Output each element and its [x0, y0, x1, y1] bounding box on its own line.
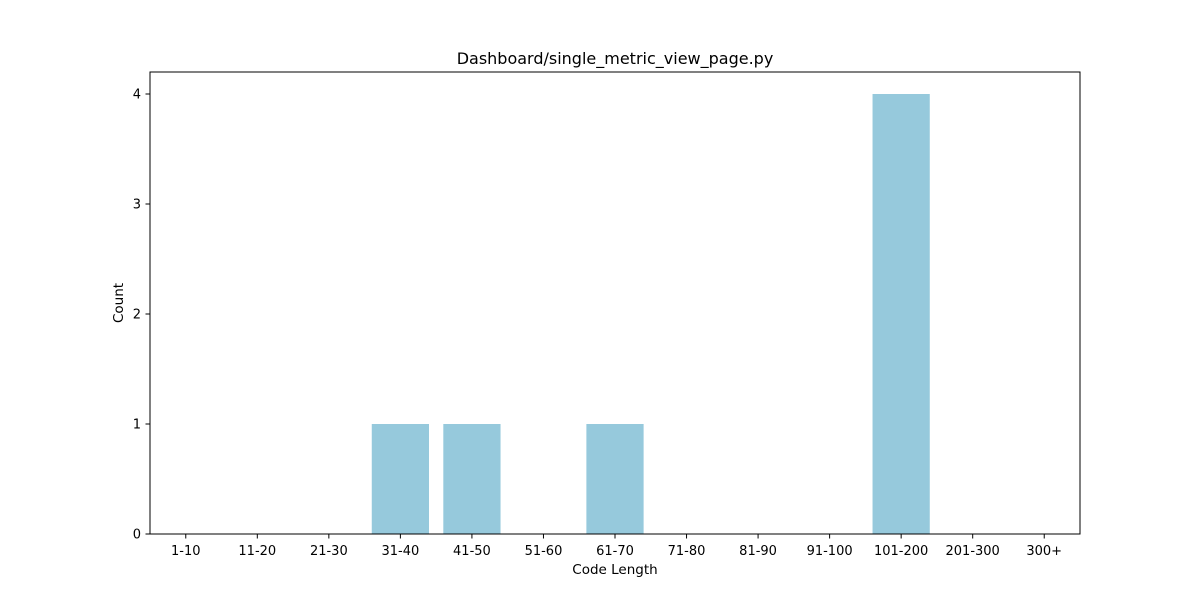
chart-title: Dashboard/single_metric_view_page.py [457, 49, 774, 69]
bar-41-50 [443, 424, 501, 534]
x-tick-label: 71-80 [668, 544, 706, 559]
y-axis-title: Count [111, 283, 127, 323]
y-tick-label: 2 [133, 308, 141, 323]
x-tick-label: 300+ [1026, 544, 1062, 559]
x-tick-label: 11-20 [238, 544, 276, 559]
bar-31-40 [371, 424, 429, 534]
y-tick-label: 1 [133, 418, 141, 433]
y-axis: 0 1 2 3 4 [133, 88, 150, 543]
x-tick-label: 101-200 [874, 544, 928, 559]
x-tick-label: 21-30 [310, 544, 348, 559]
x-tick-label: 91-100 [807, 544, 853, 559]
bar-61-70 [586, 424, 644, 534]
x-axis-title: Code Length [572, 562, 657, 578]
bar-101-200 [872, 94, 930, 534]
bars-layer [371, 94, 930, 534]
x-tick-label: 201-300 [946, 544, 1000, 559]
y-tick-label: 0 [133, 528, 141, 543]
x-tick-label: 81-90 [739, 544, 777, 559]
x-axis: 1-10 11-20 21-30 31-40 41-50 51-60 61-70 71-80 8… [171, 534, 1062, 559]
y-tick-label: 3 [133, 198, 141, 213]
x-tick-label: 31-40 [381, 544, 419, 559]
x-tick-label: 61-70 [596, 544, 634, 559]
x-tick-label: 41-50 [453, 544, 491, 559]
x-tick-label: 1-10 [171, 544, 201, 559]
x-tick-label: 51-60 [525, 544, 563, 559]
y-tick-label: 4 [133, 88, 141, 103]
